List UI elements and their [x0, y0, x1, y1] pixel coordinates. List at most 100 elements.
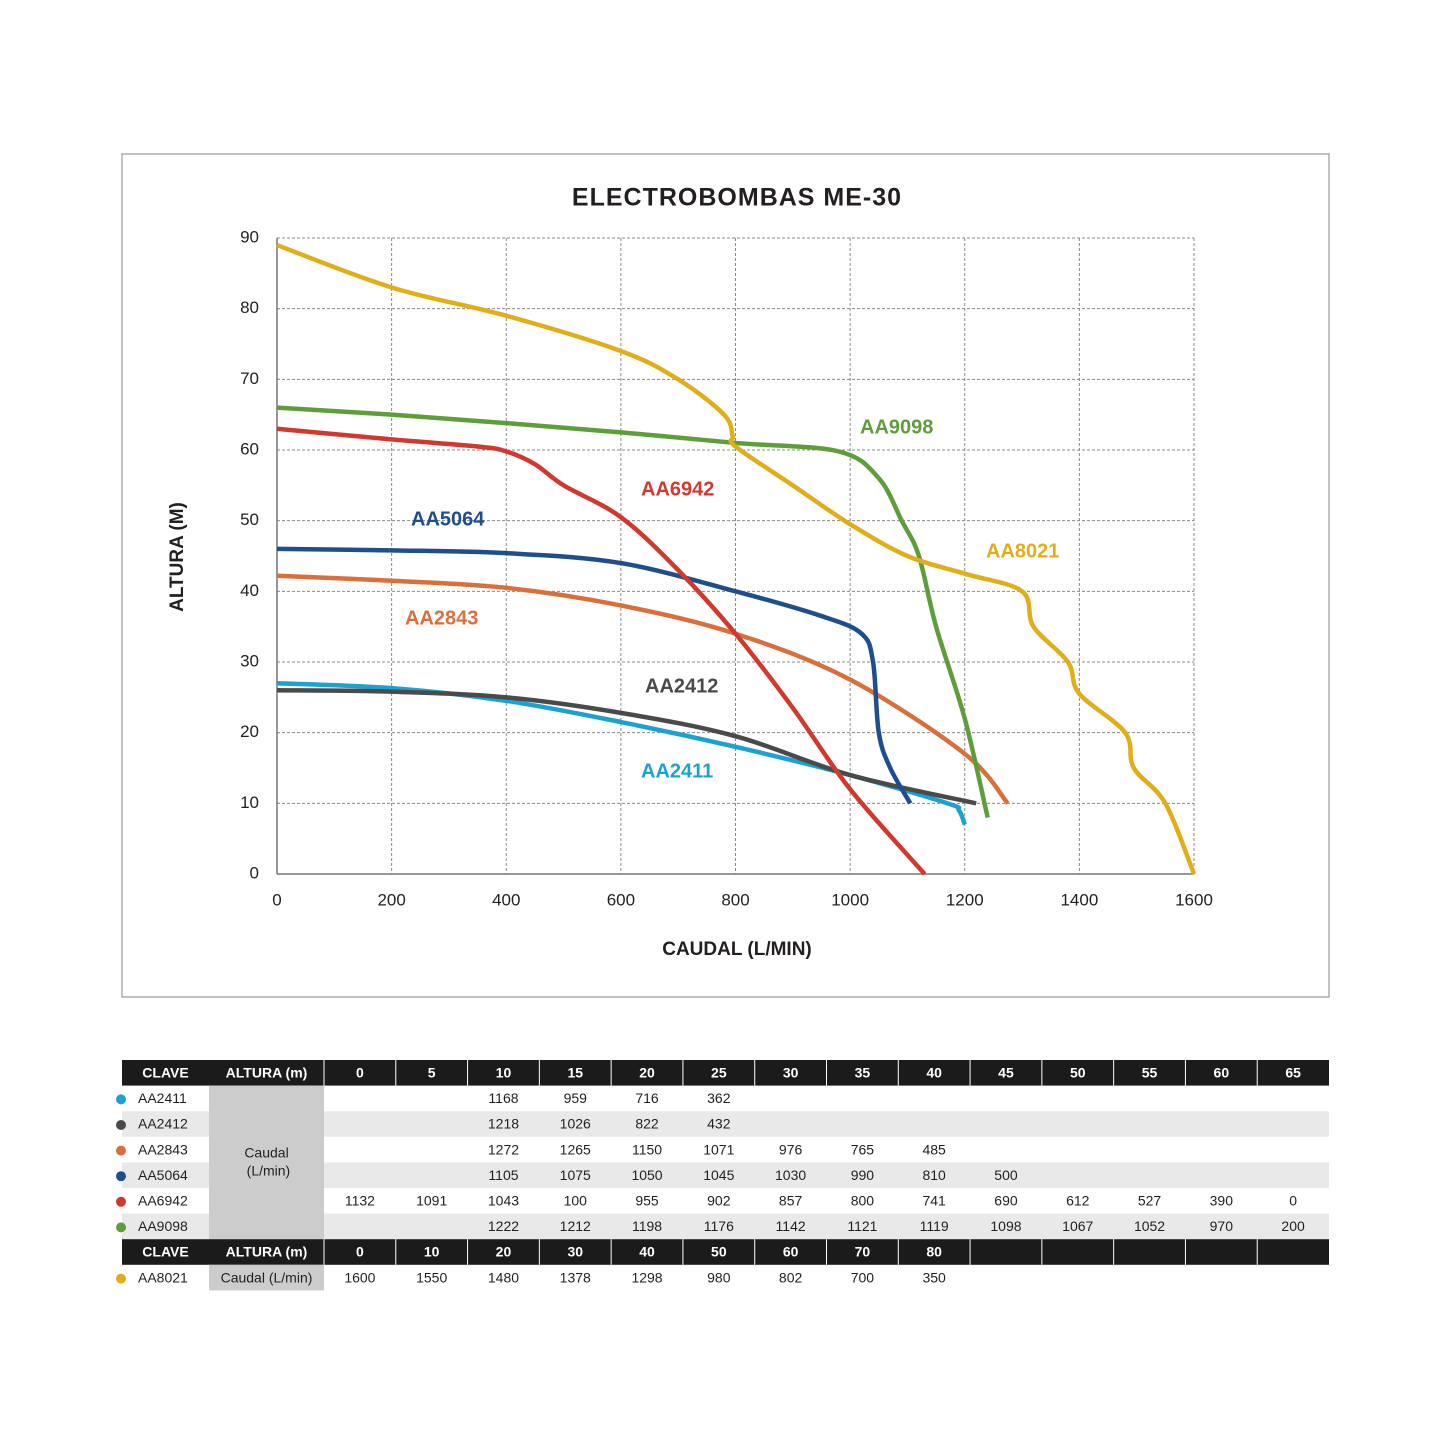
series-label: AA9098 — [860, 416, 933, 438]
header-cell: 60 — [1214, 1065, 1230, 1081]
table-cell: 1052 — [1134, 1218, 1165, 1234]
table-cell: 362 — [707, 1090, 731, 1106]
table-cell: 1045 — [703, 1167, 734, 1183]
table-cell: 1067 — [1062, 1218, 1093, 1234]
table-cell: 1091 — [416, 1193, 447, 1209]
table-cell: 741 — [922, 1193, 946, 1209]
series-line — [276, 426, 927, 876]
header-cell: 30 — [783, 1065, 799, 1081]
table-cell: 1050 — [631, 1167, 662, 1183]
table-cell: 200 — [1281, 1218, 1305, 1234]
table-cell: 1600 — [344, 1269, 375, 1285]
table-header-bg — [122, 1060, 1329, 1086]
table-cell: 1272 — [488, 1141, 519, 1157]
x-tick-label: 1600 — [1175, 890, 1213, 909]
row-bullet — [116, 1196, 126, 1207]
x-tick-label: 800 — [721, 890, 749, 909]
table-cell: 612 — [1066, 1193, 1090, 1209]
table-cell: 390 — [1210, 1193, 1234, 1209]
table-cell: 1121 — [847, 1218, 877, 1234]
table-cell: 1222 — [488, 1218, 519, 1234]
table-cell: 1378 — [560, 1269, 591, 1285]
header-cell: 15 — [567, 1065, 583, 1081]
table-cell: 765 — [851, 1141, 875, 1157]
series-label: AA2412 — [645, 675, 718, 697]
y-tick-label: 50 — [240, 510, 259, 529]
table-cell: 1119 — [920, 1218, 949, 1234]
row-key: AA8021 — [138, 1269, 188, 1285]
header-cell: 0 — [356, 1065, 364, 1081]
group-label: Caudal (L/min) — [243, 1144, 290, 1178]
table-header-bg — [122, 1239, 1329, 1265]
table-cell: 990 — [851, 1167, 875, 1183]
header-cell: CLAVE — [142, 1065, 188, 1081]
group-cell-bg — [209, 1264, 324, 1291]
header-cell: 55 — [1142, 1065, 1158, 1081]
row-bullet — [116, 1171, 126, 1182]
group-cell-bg — [209, 1085, 324, 1240]
series-label: AA2411 — [641, 760, 713, 782]
table-cell: 690 — [994, 1193, 1018, 1209]
x-tick-label: 1200 — [946, 890, 984, 909]
table-cell: 1075 — [560, 1167, 591, 1183]
series-line — [276, 405, 990, 818]
header-cell: ALTURA (m) — [226, 1244, 308, 1260]
x-tick-label: 1400 — [1060, 890, 1098, 909]
y-tick-label: 20 — [240, 722, 259, 741]
row-key: AA2412 — [138, 1116, 188, 1132]
row-bullet — [116, 1145, 126, 1156]
table-cell: 857 — [779, 1193, 803, 1209]
header-cell: 80 — [926, 1244, 942, 1260]
table-cell: 1026 — [560, 1116, 591, 1132]
header-cell: 40 — [639, 1244, 655, 1260]
header-cell: 65 — [1285, 1065, 1301, 1081]
header-cell: 60 — [783, 1244, 799, 1260]
header-cell: 40 — [926, 1065, 942, 1081]
header-cell: 5 — [428, 1065, 436, 1081]
row-key: AA2411 — [138, 1090, 187, 1106]
table-cell: 0 — [1289, 1193, 1297, 1209]
y-tick-label: 40 — [240, 581, 259, 600]
x-axis-label: CAUDAL (L/MIN) — [662, 939, 812, 960]
table-cell: 902 — [707, 1193, 731, 1209]
table-cell: 100 — [564, 1193, 588, 1209]
table-cell: 1043 — [488, 1193, 519, 1209]
series-label: AA6942 — [641, 478, 714, 500]
row-bullet — [116, 1222, 126, 1233]
y-tick-label: 80 — [240, 298, 259, 317]
y-tick-label: 10 — [240, 793, 259, 812]
table-cell: 1105 — [488, 1167, 518, 1183]
chart-title: ELECTROBOMBAS ME-30 — [572, 184, 902, 212]
header-cell: ALTURA (m) — [226, 1065, 308, 1081]
row-bullet — [116, 1094, 126, 1105]
series-label: AA8021 — [986, 540, 1059, 562]
header-cell: 0 — [356, 1244, 364, 1260]
table-cell: 1098 — [990, 1218, 1021, 1234]
table-cell: 1168 — [488, 1090, 518, 1106]
x-tick-label: 1000 — [831, 890, 869, 909]
x-tick-label: 600 — [607, 890, 635, 909]
table-cell: 1298 — [631, 1269, 662, 1285]
table-cell: 1150 — [632, 1141, 662, 1157]
header-cell: 70 — [855, 1244, 871, 1260]
row-key: AA2843 — [138, 1141, 188, 1157]
series-line — [276, 242, 1197, 875]
table-cell: 980 — [707, 1269, 731, 1285]
table-cell: 1176 — [704, 1218, 734, 1234]
table-cell: 700 — [851, 1269, 875, 1285]
x-tick-label: 0 — [272, 890, 281, 909]
header-cell: 10 — [496, 1065, 512, 1081]
table-cell: 1218 — [488, 1116, 519, 1132]
table-cell: 485 — [922, 1141, 946, 1157]
table-cell: 1550 — [416, 1269, 447, 1285]
row-bullet — [116, 1120, 126, 1130]
series-label: AA2843 — [405, 607, 478, 629]
header-cell: 20 — [496, 1244, 512, 1260]
series-line — [276, 688, 977, 806]
table-cell: 976 — [779, 1141, 803, 1157]
table-cell: 1030 — [775, 1167, 806, 1183]
group-label: Caudal (L/min) — [221, 1269, 313, 1285]
header-cell: 25 — [711, 1065, 727, 1081]
